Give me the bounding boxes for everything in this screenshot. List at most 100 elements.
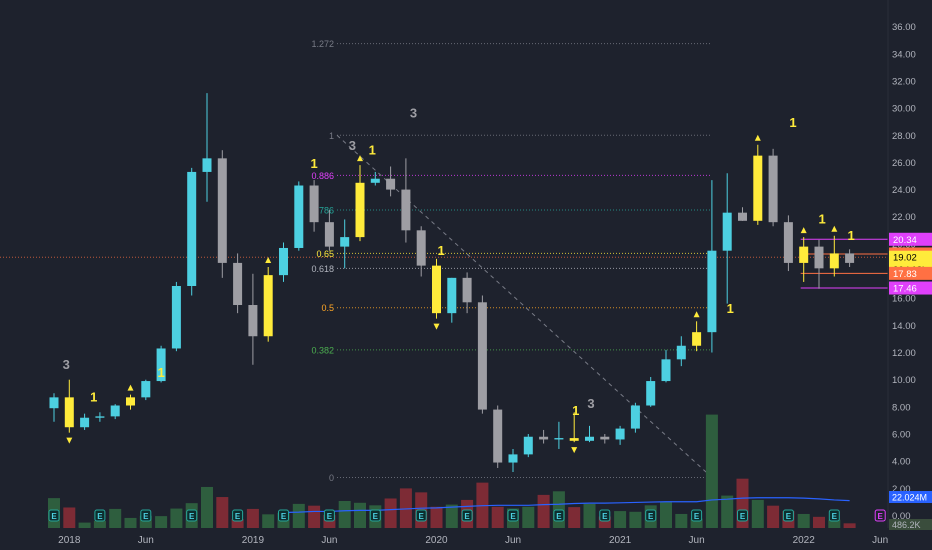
candle-body bbox=[493, 409, 503, 463]
volume-bar bbox=[522, 506, 535, 528]
candle-body bbox=[753, 155, 763, 221]
earnings-icon[interactable] bbox=[782, 509, 794, 522]
earnings-icon[interactable] bbox=[737, 509, 748, 522]
earnings-icon-letter: E bbox=[373, 512, 379, 521]
volume-bar bbox=[690, 518, 703, 528]
candle-body bbox=[279, 247, 288, 276]
candle-body bbox=[554, 438, 564, 440]
candles bbox=[49, 93, 855, 473]
candle-body bbox=[263, 275, 273, 337]
earnings-icon-letter: E bbox=[235, 512, 241, 521]
earnings-icon[interactable] bbox=[874, 509, 886, 522]
candle-body bbox=[738, 212, 747, 221]
earnings-icon[interactable] bbox=[186, 509, 198, 522]
signals bbox=[66, 134, 838, 454]
price-tick-label: 10.00 bbox=[892, 375, 916, 386]
candle-body bbox=[217, 158, 227, 263]
earnings-icon[interactable] bbox=[278, 509, 289, 522]
price-tag-text: 20.34 bbox=[893, 235, 917, 246]
price-tag-text: 17.46 bbox=[893, 284, 917, 295]
candle-body bbox=[294, 185, 304, 248]
candle-body bbox=[156, 348, 166, 382]
candle-body bbox=[95, 416, 105, 418]
candle-body bbox=[539, 436, 549, 440]
earnings-icon[interactable] bbox=[94, 509, 106, 522]
volume-bar bbox=[491, 506, 504, 528]
earnings-icon-letter: E bbox=[556, 512, 562, 521]
earnings-icon[interactable] bbox=[461, 509, 473, 522]
earnings-icon-letter: E bbox=[143, 512, 149, 521]
earnings-icon[interactable] bbox=[232, 509, 244, 522]
earnings-icon[interactable] bbox=[553, 509, 565, 522]
earnings-icon-letter: E bbox=[786, 512, 792, 521]
volume-bar bbox=[705, 414, 718, 528]
candle-body bbox=[661, 359, 671, 382]
time-tick-label: 2018 bbox=[58, 535, 81, 546]
wave-label: 1 bbox=[437, 243, 444, 258]
candle-body bbox=[477, 302, 487, 410]
volume-bar bbox=[767, 505, 780, 528]
price-tick-label: 30.00 bbox=[892, 104, 916, 115]
volume-bar bbox=[430, 506, 443, 528]
volume-bar bbox=[93, 520, 106, 528]
wave-label: 3 bbox=[349, 138, 356, 153]
signal-arrow-down bbox=[571, 447, 578, 454]
earnings-icon[interactable] bbox=[48, 509, 60, 522]
time-tick-label: 2022 bbox=[793, 535, 816, 546]
fib-level-label: 0.618 bbox=[311, 264, 334, 274]
signal-arrow-up bbox=[831, 225, 838, 232]
candle-body bbox=[569, 438, 579, 441]
price-tick-label: 28.00 bbox=[892, 131, 916, 142]
candle-body bbox=[49, 397, 59, 409]
wave-label: 1 bbox=[789, 115, 796, 130]
earnings-icon-letter: E bbox=[878, 512, 884, 521]
volume-bar bbox=[384, 498, 397, 528]
wave-label: 3 bbox=[63, 357, 70, 372]
price-tag bbox=[889, 250, 932, 264]
earnings-icon[interactable] bbox=[140, 509, 152, 522]
time-axis[interactable]: 2018Jun2019Jun2020Jun2021Jun2022Jun2023 bbox=[58, 535, 932, 546]
candle-body bbox=[676, 345, 686, 360]
volume-bar bbox=[201, 486, 213, 528]
price-tag bbox=[889, 266, 932, 280]
volume-ma-tag bbox=[889, 491, 932, 503]
candle-body bbox=[340, 237, 350, 247]
earnings-icon[interactable] bbox=[599, 509, 611, 522]
fib-level-label: 1 bbox=[329, 131, 334, 141]
volume-bar bbox=[445, 504, 458, 528]
price-tick-label: 12.00 bbox=[892, 348, 916, 359]
earnings-icon[interactable] bbox=[369, 509, 381, 522]
volume-bar bbox=[583, 503, 596, 528]
wave-label: 1 bbox=[818, 212, 825, 227]
fib-level-label: 1.272 bbox=[311, 39, 334, 49]
earnings-icon-letter: E bbox=[419, 512, 425, 521]
earnings-icon[interactable] bbox=[507, 509, 519, 522]
earnings-icon[interactable] bbox=[415, 509, 427, 522]
volume-bar bbox=[63, 507, 76, 528]
price-tick-label: 32.00 bbox=[892, 76, 916, 87]
earnings-icon[interactable] bbox=[645, 509, 657, 522]
volume-bar bbox=[124, 517, 137, 528]
time-tick-label: 2020 bbox=[425, 535, 448, 546]
candle-body bbox=[600, 436, 610, 440]
fib-level-label: 0.382 bbox=[311, 345, 334, 355]
candle-body bbox=[630, 405, 640, 429]
fib-level-label: 0.786 bbox=[311, 205, 334, 215]
price-tick-label: 24.00 bbox=[892, 185, 916, 196]
signal-arrow-down bbox=[66, 437, 73, 444]
volume-bar bbox=[155, 516, 168, 528]
candle-body bbox=[248, 305, 258, 337]
volume-bar bbox=[797, 513, 810, 528]
volume-bar bbox=[308, 505, 321, 528]
earnings-icon[interactable] bbox=[828, 509, 840, 522]
volume-bar bbox=[813, 516, 825, 528]
earnings-icon[interactable] bbox=[323, 509, 335, 522]
earnings-icon[interactable] bbox=[691, 509, 703, 522]
signal-arrow-up bbox=[127, 384, 134, 391]
price-tick-label: 2.00 bbox=[892, 484, 911, 495]
volume-bar bbox=[216, 497, 229, 528]
candle-body bbox=[309, 185, 319, 223]
